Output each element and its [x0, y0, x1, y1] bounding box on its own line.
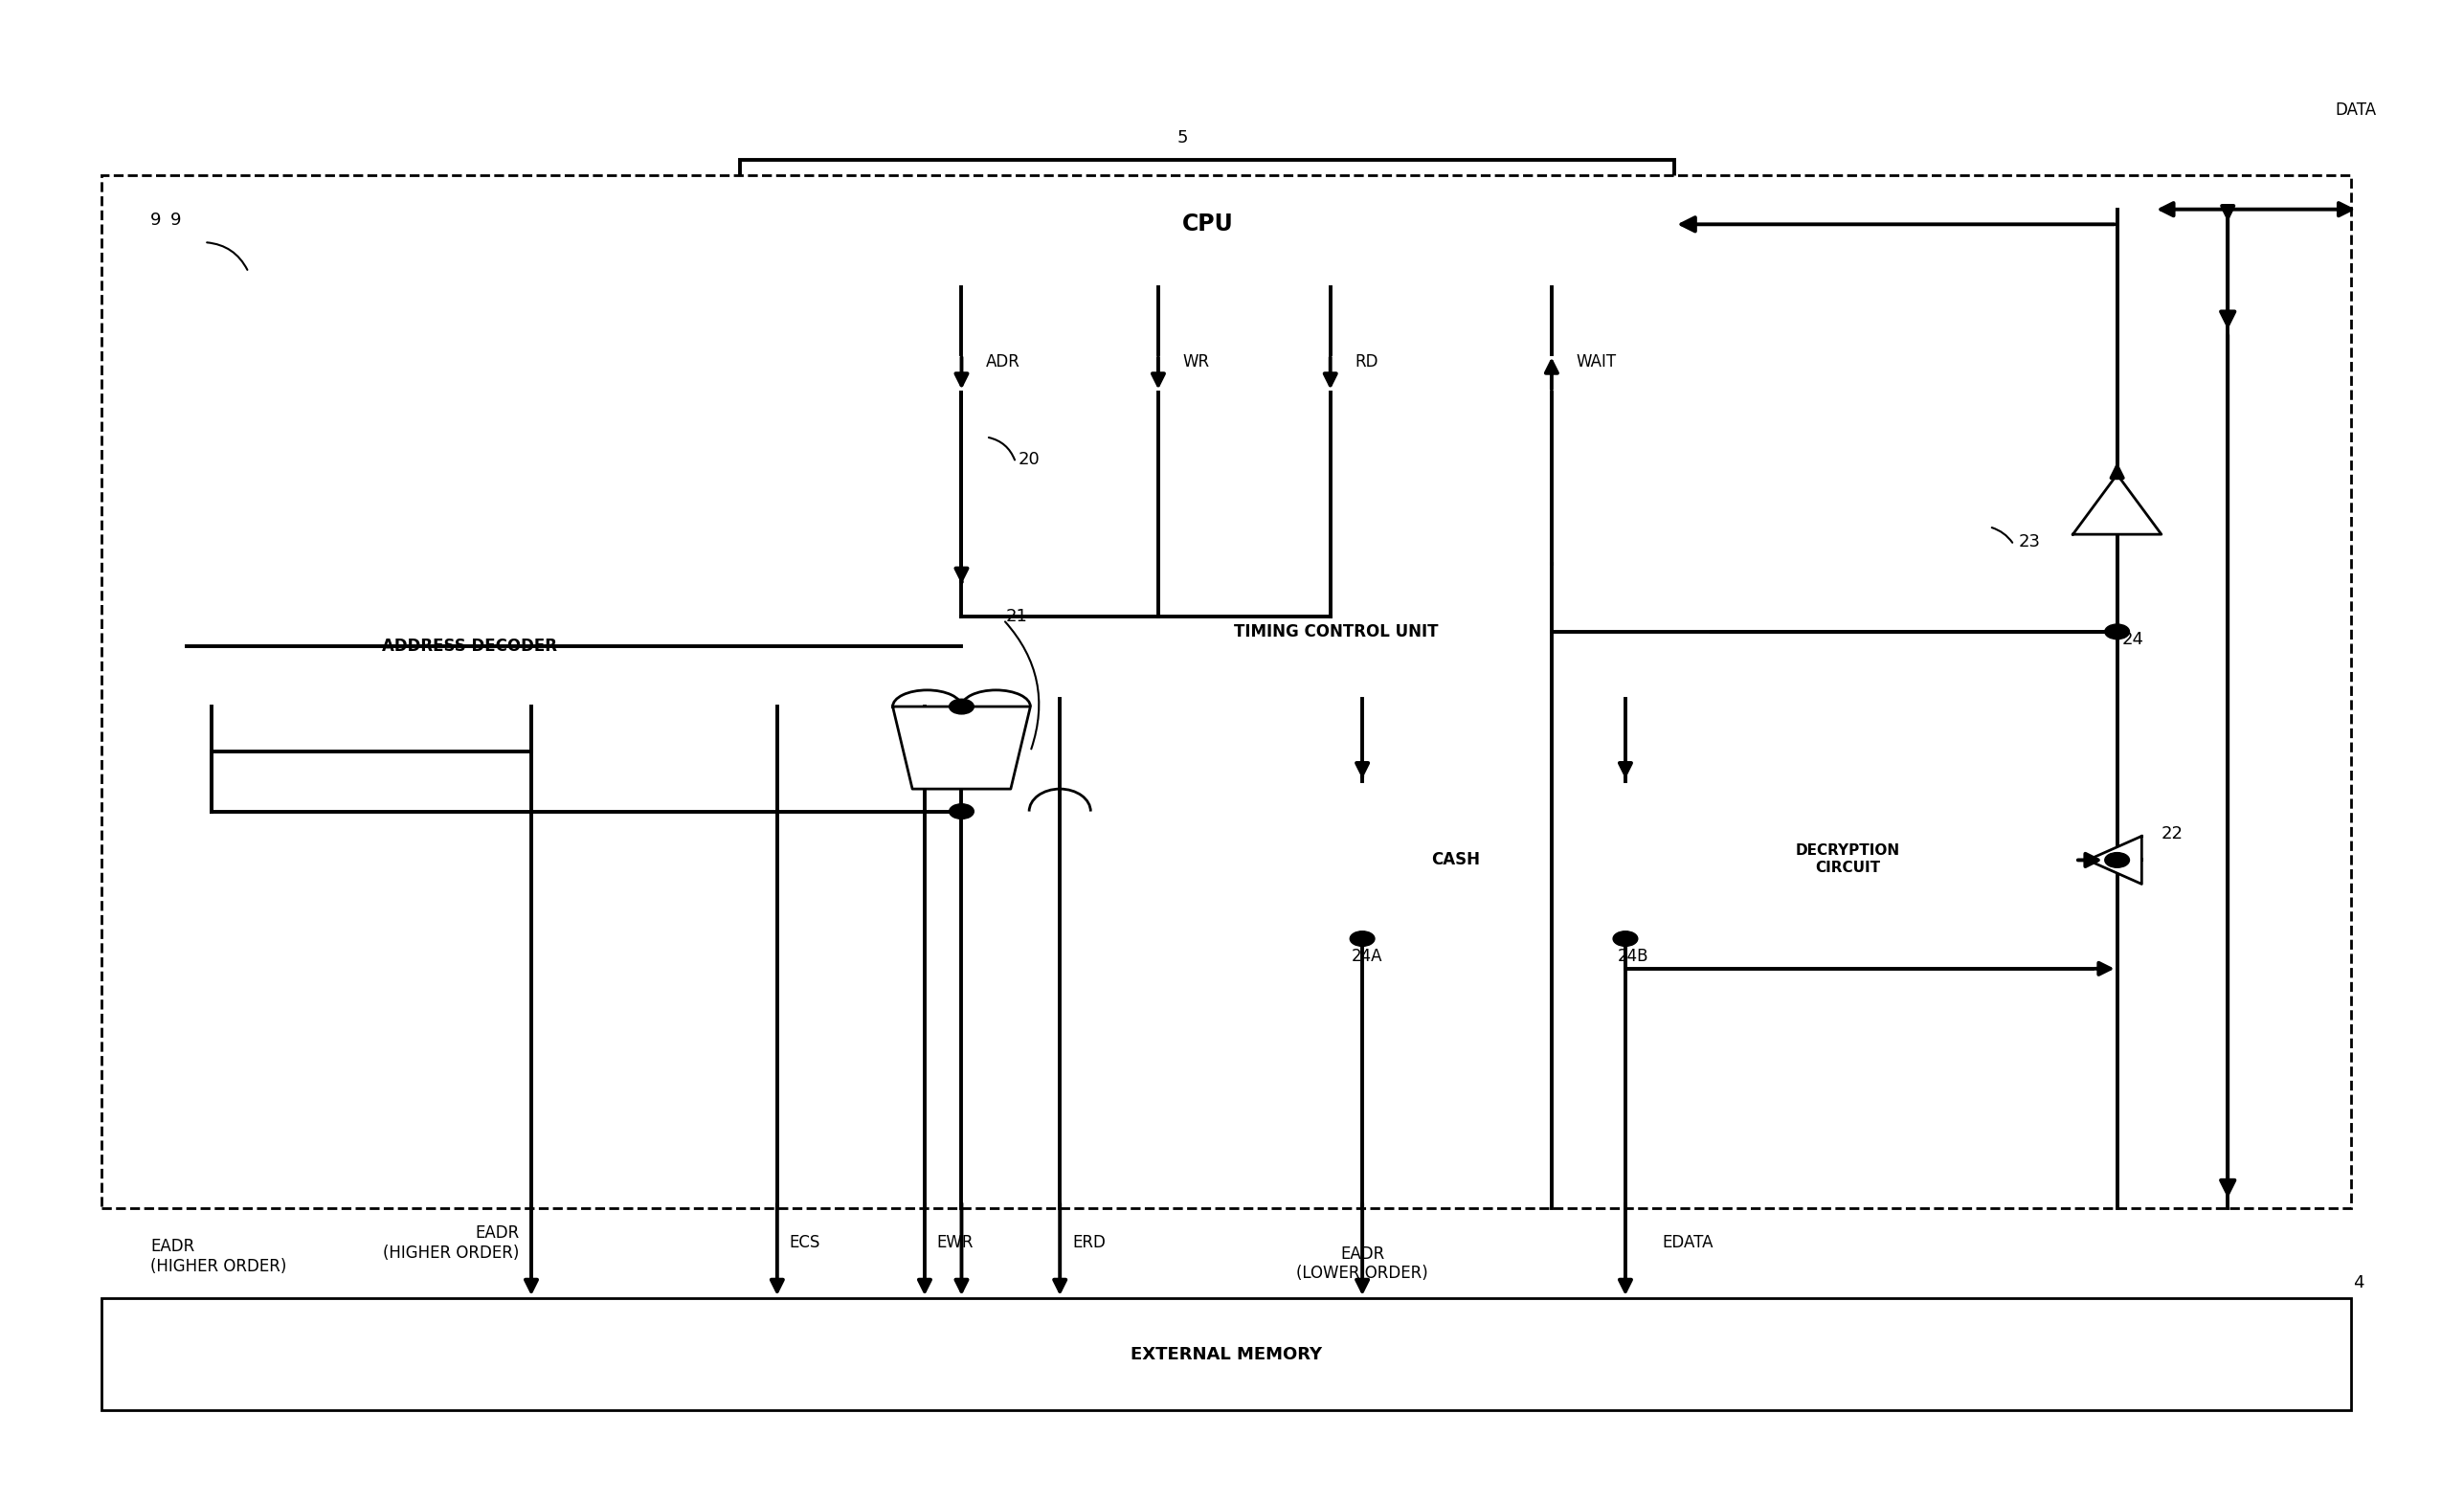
Bar [1299, 792, 1614, 927]
Text: ADR: ADR [986, 353, 1020, 371]
Bar [1621, 792, 2075, 927]
Text: 23: 23 [2018, 534, 2040, 550]
Text: 22: 22 [2161, 825, 2183, 843]
Text: EDATA: EDATA [1663, 1234, 1712, 1252]
Polygon shape [2087, 836, 2141, 884]
FancyArrowPatch shape [1005, 622, 1040, 748]
Text: WAIT: WAIT [1577, 353, 1616, 371]
Bar [101, 174, 2351, 1208]
Text: EWR: EWR [936, 1234, 973, 1252]
FancyArrowPatch shape [1991, 528, 2013, 543]
Text: ERD: ERD [1072, 1234, 1106, 1252]
Text: EADR
(HIGHER ORDER): EADR (HIGHER ORDER) [382, 1223, 520, 1261]
Text: 21: 21 [1005, 609, 1027, 625]
Text: 24A: 24A [1353, 948, 1382, 965]
Text: 9: 9 [150, 212, 160, 228]
Polygon shape [892, 706, 1030, 789]
Text: ADDRESS DECODER: ADDRESS DECODER [382, 639, 557, 655]
Text: 4: 4 [2353, 1275, 2363, 1291]
Text: TIMING CONTROL UNIT: TIMING CONTROL UNIT [1234, 624, 1439, 640]
Circle shape [2104, 624, 2129, 639]
FancyArrowPatch shape [988, 437, 1015, 460]
Circle shape [2104, 852, 2129, 867]
Circle shape [949, 804, 973, 819]
Bar [961, 564, 1712, 699]
Text: DATA: DATA [2336, 102, 2375, 119]
Text: WR: WR [1183, 353, 1210, 371]
Text: EADR
(LOWER ORDER): EADR (LOWER ORDER) [1296, 1244, 1429, 1282]
Text: ECS: ECS [788, 1234, 821, 1252]
Text: 5: 5 [1178, 129, 1188, 146]
Text: 24: 24 [2122, 631, 2144, 648]
Text: EXTERNAL MEMORY: EXTERNAL MEMORY [1131, 1345, 1321, 1363]
Text: CPU: CPU [1183, 212, 1232, 234]
FancyArrowPatch shape [207, 242, 246, 271]
Circle shape [1350, 932, 1375, 947]
Text: EADR
(HIGHER ORDER): EADR (HIGHER ORDER) [150, 1237, 286, 1275]
Bar [187, 586, 752, 706]
Text: 24B: 24B [1616, 948, 1648, 965]
Polygon shape [2072, 475, 2161, 535]
Bar [739, 159, 1676, 287]
Bar [101, 1299, 2351, 1410]
Bar [1281, 782, 2092, 939]
Text: CASH: CASH [1432, 851, 1481, 867]
Circle shape [949, 699, 973, 714]
Text: RD: RD [1355, 353, 1377, 371]
Text: 9: 9 [170, 212, 180, 228]
Text: 20: 20 [1018, 451, 1040, 467]
Circle shape [1614, 932, 1639, 947]
Text: DECRYPTION
CIRCUIT: DECRYPTION CIRCUIT [1796, 843, 1900, 875]
